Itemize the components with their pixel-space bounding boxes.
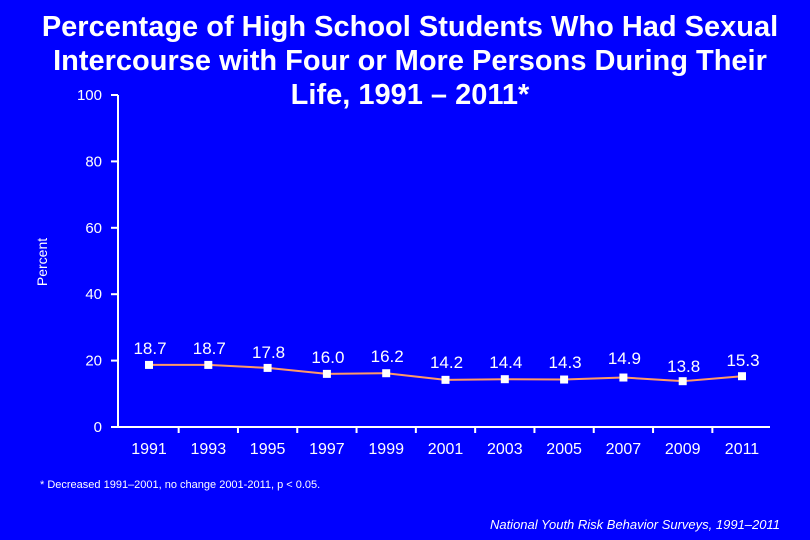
data-point bbox=[738, 372, 746, 381]
chart-axes bbox=[117, 95, 770, 428]
data-label: 16.0 bbox=[311, 348, 344, 367]
x-axis-ticks: 1991 1993 1995 1997 1999 2001 2003 2005 2007 2009… bbox=[131, 427, 759, 458]
data-label: 15.3 bbox=[726, 351, 759, 370]
data-point bbox=[382, 369, 391, 378]
data-label: 16.2 bbox=[371, 347, 404, 366]
x-tick-label: 1991 bbox=[131, 441, 167, 458]
data-label: 13.8 bbox=[667, 357, 700, 376]
x-tick-label: 2005 bbox=[546, 441, 582, 458]
y-tick-label: 40 bbox=[85, 286, 102, 303]
data-point bbox=[619, 373, 628, 382]
chart-title: Percentage of High School Students Who H… bbox=[41, 11, 779, 111]
x-tick-label: 2007 bbox=[606, 441, 642, 458]
data-label: 14.3 bbox=[549, 353, 582, 372]
y-tick-label: 0 bbox=[94, 419, 102, 436]
y-axis-label: Percent bbox=[34, 238, 50, 286]
x-tick-label: 1997 bbox=[309, 441, 345, 458]
y-axis-ticks: 0 20 40 60 80 100 bbox=[77, 87, 118, 436]
y-tick-label: 100 bbox=[77, 87, 102, 104]
data-point bbox=[263, 363, 272, 372]
x-tick-label: 2011 bbox=[725, 441, 760, 458]
y-tick-label: 80 bbox=[85, 153, 102, 170]
source-credit: National Youth Risk Behavior Surveys, 19… bbox=[489, 517, 780, 532]
y-tick-label: 20 bbox=[85, 353, 102, 370]
data-point bbox=[678, 377, 687, 386]
x-tick-label: 1993 bbox=[191, 441, 227, 458]
footnote: * Decreased 1991–2001, no change 2001-20… bbox=[40, 479, 321, 491]
data-point bbox=[145, 360, 153, 369]
data-label: 18.7 bbox=[193, 339, 226, 358]
data-labels: 18.7 18.7 17.8 16.0 16.2 14.2 14.4 14.3 14.9 13.8… bbox=[133, 339, 759, 376]
data-label: 14.9 bbox=[608, 349, 641, 368]
data-label: 14.2 bbox=[430, 353, 463, 372]
x-tick-label: 1999 bbox=[368, 441, 404, 458]
x-tick-label: 2001 bbox=[428, 441, 464, 458]
data-point bbox=[204, 360, 213, 369]
data-point bbox=[441, 375, 450, 384]
data-label: 14.4 bbox=[489, 353, 522, 372]
x-tick-label: 1995 bbox=[250, 441, 286, 458]
data-point bbox=[560, 375, 569, 384]
x-tick-label: 2003 bbox=[487, 441, 523, 458]
data-label: 18.7 bbox=[133, 339, 166, 358]
y-tick-label: 60 bbox=[85, 220, 102, 237]
data-point bbox=[322, 369, 331, 378]
data-label: 17.8 bbox=[252, 343, 285, 362]
data-point bbox=[500, 375, 509, 384]
series-group bbox=[145, 360, 746, 386]
x-tick-label: 2009 bbox=[665, 441, 701, 458]
